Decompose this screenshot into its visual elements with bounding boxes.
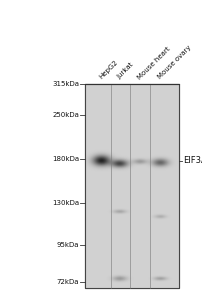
Text: Jurkat: Jurkat (116, 62, 135, 80)
Bar (93, 84, 109, 288)
Text: 95kDa: 95kDa (56, 242, 79, 248)
Text: 72kDa: 72kDa (56, 279, 79, 285)
Bar (131, 84, 148, 288)
Text: EIF3A: EIF3A (182, 156, 202, 165)
Bar (111, 84, 128, 288)
Bar (151, 84, 168, 288)
Text: 250kDa: 250kDa (52, 112, 79, 118)
Text: Mouse ovary: Mouse ovary (156, 45, 192, 80)
Text: 130kDa: 130kDa (52, 200, 79, 206)
Text: 180kDa: 180kDa (52, 156, 79, 162)
Bar (85, 84, 178, 288)
Text: 315kDa: 315kDa (52, 81, 79, 87)
Bar (85, 84, 178, 288)
Text: Mouse heart: Mouse heart (136, 45, 171, 80)
Text: HepG2: HepG2 (98, 59, 119, 80)
